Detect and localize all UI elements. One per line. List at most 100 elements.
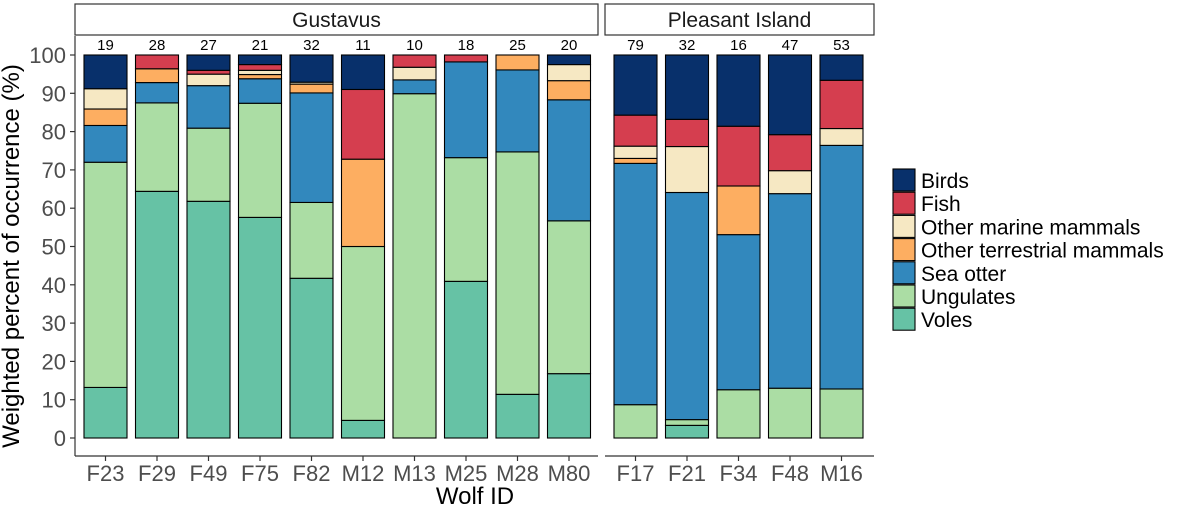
legend-swatch: [892, 238, 916, 262]
bar-F48: 47 F48: [767, 37, 813, 486]
sample-count-label: 21: [252, 37, 269, 54]
bar-segment-birds: [546, 54, 592, 66]
x-tick-label: F17: [617, 461, 655, 486]
bar-segment-other-terrestrial-mammals: [237, 73, 283, 80]
x-tick-label: M16: [820, 461, 863, 486]
legend-swatch: [892, 168, 916, 192]
bar-F29: 28 F29: [134, 37, 180, 486]
bar-segment-fish: [716, 125, 761, 187]
legend-item-sea-otter: Sea otter: [892, 261, 1006, 286]
bar-segment-ungulates: [443, 157, 489, 282]
legend-swatch: [892, 261, 916, 285]
legend-label: Other terrestrial mammals: [921, 240, 1164, 263]
bar-segment-ungulates: [237, 102, 283, 218]
strip-label: Gustavus: [292, 9, 381, 32]
legend-swatch: [892, 191, 916, 215]
bar-segment-other-marine-mammals: [664, 145, 710, 194]
sample-count-label: 27: [200, 37, 217, 54]
bar-segment-birds: [716, 54, 761, 127]
y-tick-label: 70: [42, 158, 66, 183]
bar-segment-fish: [134, 54, 180, 70]
bar-segment-sea-otter: [237, 78, 283, 104]
bar-segment-fish: [237, 64, 283, 71]
legend-item-other-terrestrial-mammals: Other terrestrial mammals: [892, 238, 1164, 263]
bar-segment-voles: [186, 200, 231, 439]
bar-segment-birds: [664, 54, 710, 120]
legend-item-fish: Fish: [892, 191, 961, 216]
bar-segment-voles: [664, 424, 710, 439]
bar-M12: 11 M12: [340, 37, 386, 486]
bar-segment-other-terrestrial-mammals: [289, 83, 334, 94]
sample-count-label: 32: [303, 37, 320, 54]
y-tick-label: 100: [29, 43, 66, 68]
bar-segment-ungulates: [83, 161, 128, 388]
bar-segment-sea-otter: [546, 99, 592, 222]
bar-segment-voles: [340, 419, 386, 439]
bar-segment-other-marine-mammals: [186, 73, 231, 87]
bar-segment-other-terrestrial-mammals: [716, 185, 761, 236]
x-tick-label: M25: [445, 461, 488, 486]
x-tick-label: F23: [87, 461, 125, 486]
bar-F49: 27 F49: [186, 37, 231, 486]
bar-segment-voles: [546, 373, 592, 439]
bar-segment-fish: [392, 54, 437, 68]
bar-segment-voles: [134, 190, 180, 439]
bar-segment-voles: [289, 277, 334, 439]
strip-label: Pleasant Island: [668, 9, 812, 32]
legend-label: Ungulates: [921, 286, 1016, 309]
bar-M80: 20 M80: [546, 37, 592, 486]
bar-segment-birds: [186, 54, 231, 71]
bar-segment-other-marine-mammals: [237, 69, 283, 76]
x-tick-label: F49: [190, 461, 228, 486]
bar-segment-birds: [819, 54, 864, 81]
sample-count-label: 32: [679, 37, 696, 54]
bar-segment-ungulates: [495, 151, 540, 395]
legend-label: Fish: [921, 193, 961, 216]
bar-segment-voles: [495, 393, 540, 439]
legend-label: Other marine mammals: [921, 216, 1140, 239]
panel-pleasant-island: Pleasant Island 79 F17 32 F21 16 F34 47 F48 53 M16: [604, 3, 875, 486]
bar-segment-ungulates: [767, 387, 813, 439]
sample-count-label: 25: [509, 37, 526, 54]
bar-segment-ungulates: [716, 389, 761, 439]
bar-segment-fish: [186, 69, 231, 75]
legend-item-other-marine-mammals: Other marine mammals: [892, 214, 1140, 239]
bar-segment-fish: [340, 88, 386, 160]
y-tick-label: 50: [42, 235, 66, 260]
sample-count-label: 28: [149, 37, 166, 54]
legend-label: Voles: [921, 309, 972, 332]
x-tick-label: M12: [342, 461, 385, 486]
bar-segment-ungulates: [819, 388, 864, 439]
bar-segment-ungulates: [289, 201, 334, 279]
x-tick-label: F48: [771, 461, 809, 486]
bar-segment-sea-otter: [392, 79, 437, 95]
sample-count-label: 79: [627, 37, 644, 54]
bar-segment-other-marine-mammals: [392, 66, 437, 81]
legend-label: Birds: [921, 170, 969, 193]
bar-segment-ungulates: [186, 127, 231, 202]
bar-segment-fish: [767, 134, 813, 172]
bar-segment-other-marine-mammals: [819, 127, 864, 146]
bar-segment-fish: [664, 118, 710, 148]
bar-F75: 21 F75: [237, 37, 283, 486]
bar-segment-other-marine-mammals: [83, 88, 128, 110]
y-axis: 0 10 20 30 40 50 60 70 80 90 100: [29, 36, 76, 456]
sample-count-label: 53: [833, 37, 850, 54]
bar-segment-birds: [83, 54, 128, 90]
legend-swatch: [892, 307, 916, 331]
bar-F34: 16 F34: [716, 37, 761, 486]
bar-F82: 32 F82: [289, 37, 334, 486]
bar-segment-other-terrestrial-mammals: [83, 108, 128, 127]
bar-segment-fish: [443, 54, 489, 63]
legend-label: Sea otter: [921, 263, 1006, 286]
bar-M28: 25 M28: [495, 37, 540, 486]
x-tick-label: F75: [241, 461, 279, 486]
bar-M25: 18 M25: [443, 37, 489, 486]
bar-segment-ungulates: [613, 404, 658, 439]
bar-segment-fish: [613, 114, 658, 147]
bar-segment-ungulates: [340, 245, 386, 421]
y-tick-label: 60: [42, 196, 66, 221]
sample-count-label: 20: [561, 37, 578, 54]
bar-segment-sea-otter: [83, 124, 128, 163]
